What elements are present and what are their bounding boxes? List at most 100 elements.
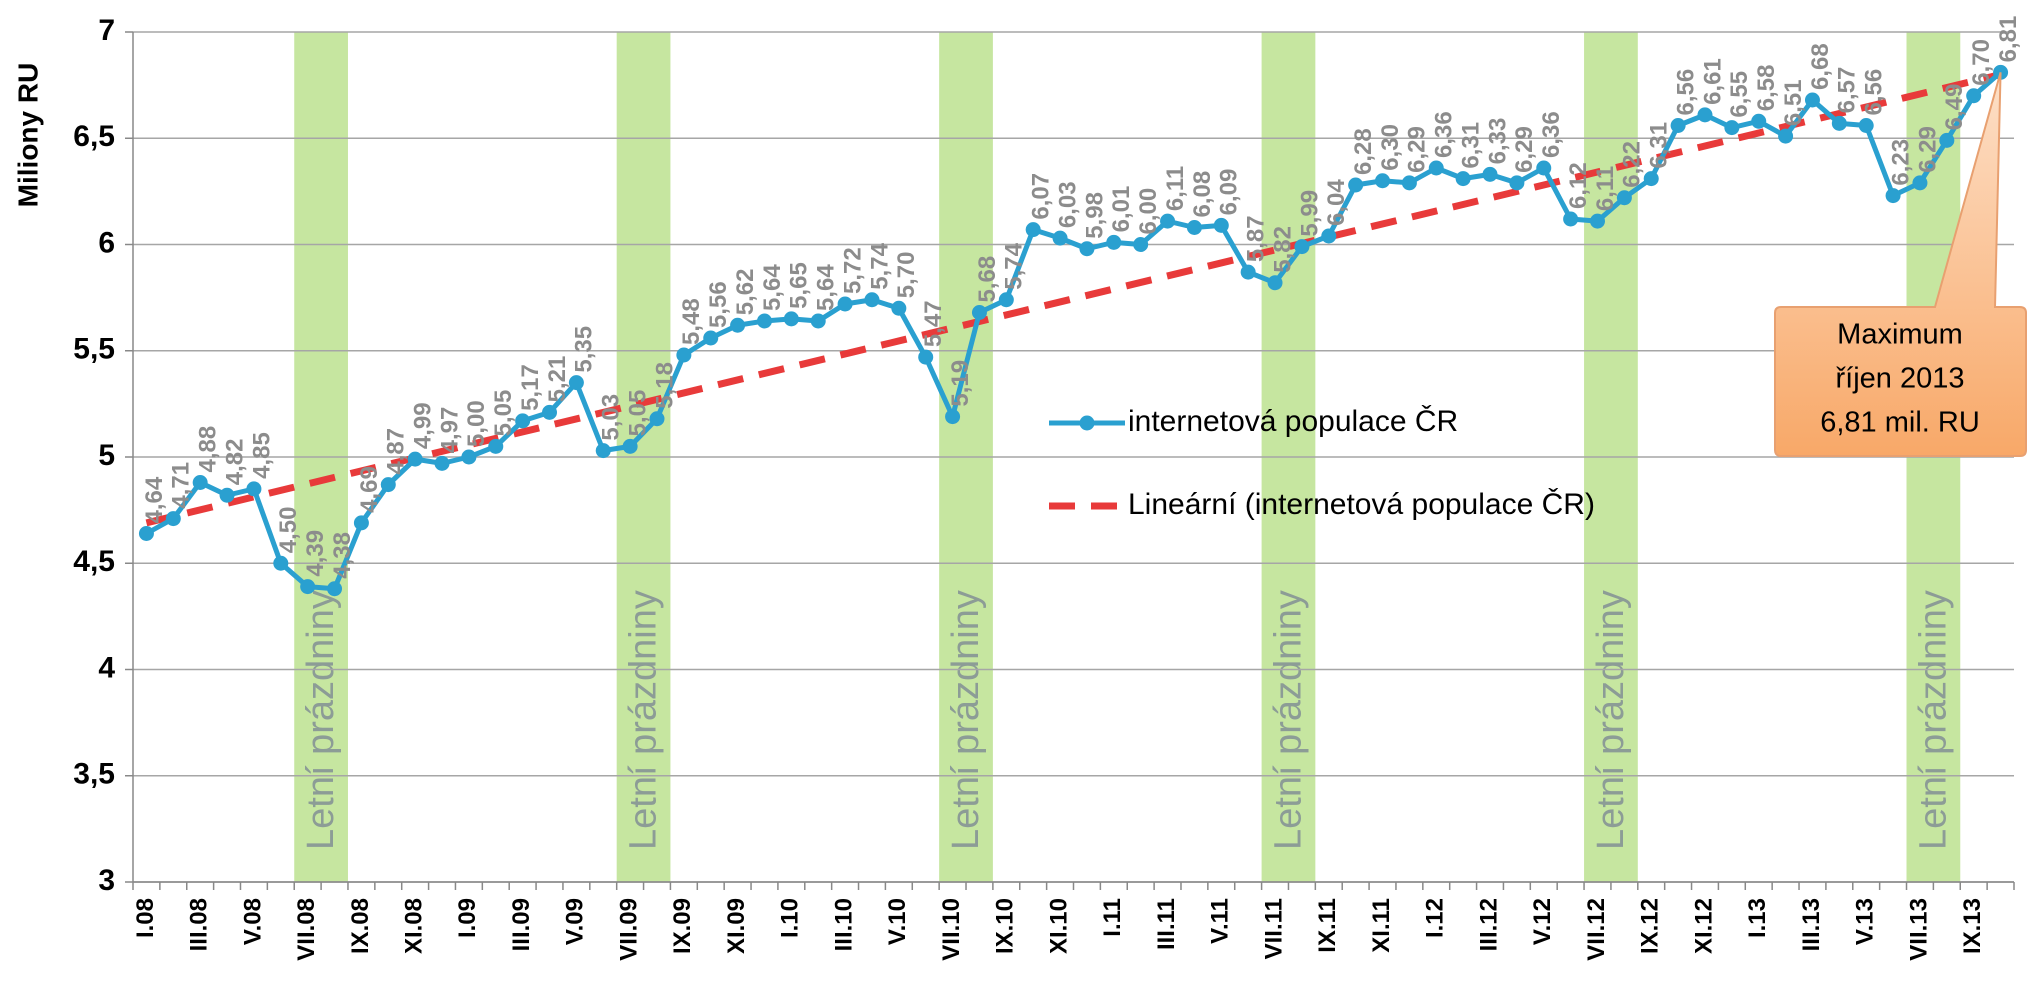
x-tick-label: VII.11: [1260, 898, 1287, 959]
data-label: 5,18: [651, 362, 678, 409]
data-point: [998, 292, 1014, 308]
data-label: 6,49: [1941, 84, 1968, 131]
data-point: [138, 526, 154, 541]
data-label: 5,68: [974, 256, 1001, 303]
data-label: 4,82: [221, 439, 248, 486]
data-point: [192, 475, 208, 490]
data-point: [1536, 160, 1552, 176]
data-point: [1724, 120, 1740, 136]
band-label: Letní prázdniny: [1912, 590, 1954, 850]
data-label: 6,56: [1861, 69, 1888, 116]
data-point: [1321, 228, 1337, 244]
x-tick-label: V.09: [562, 898, 589, 945]
data-point: [488, 438, 504, 454]
data-point: [1348, 177, 1364, 193]
x-tick-label: I.08: [132, 898, 159, 938]
data-label: 6,11: [1162, 166, 1189, 211]
data-point: [1643, 171, 1659, 187]
data-label: 6,36: [1538, 111, 1565, 158]
data-point: [165, 511, 181, 527]
x-tick-label: V.11: [1207, 898, 1234, 944]
data-label: 5,19: [947, 360, 974, 407]
data-point: [1160, 213, 1176, 229]
data-label: 6,22: [1619, 141, 1646, 188]
data-label: 6,23: [1887, 139, 1914, 186]
callout-text: říjen 2013: [1836, 363, 1965, 395]
data-point: [1052, 230, 1068, 246]
data-point: [1939, 132, 1955, 148]
data-point: [1375, 173, 1391, 189]
data-label: 6,00: [1135, 188, 1162, 235]
y-tick-label: 4: [98, 651, 115, 684]
data-label: 6,28: [1350, 128, 1377, 175]
data-point: [945, 409, 961, 425]
data-label: 4,85: [248, 432, 275, 479]
legend-marker: [1079, 415, 1095, 431]
x-tick-label: IX.12: [1637, 898, 1664, 954]
data-point: [1401, 175, 1417, 191]
data-point: [1213, 217, 1229, 233]
data-label: 6,57: [1834, 67, 1861, 114]
data-point: [730, 317, 746, 333]
band-label: Letní prázdniny: [1268, 590, 1310, 850]
x-tick-label: III.08: [186, 898, 213, 951]
data-label: 6,70: [1968, 39, 1995, 86]
data-label: 4,99: [409, 402, 436, 449]
y-tick-label: 6: [98, 226, 115, 259]
callout-box: [1774, 72, 2027, 457]
data-label: 6,01: [1108, 186, 1135, 233]
data-point: [1106, 234, 1122, 250]
data-point: [676, 347, 692, 363]
trendline: [145, 71, 2002, 527]
data-point: [1804, 92, 1820, 108]
data-point: [810, 313, 826, 329]
x-tick-label: I.09: [454, 898, 481, 938]
data-point: [971, 305, 987, 320]
data-point: [891, 300, 907, 316]
data-point: [1133, 237, 1149, 252]
data-point: [1482, 166, 1498, 182]
x-tick-label: I.13: [1744, 898, 1771, 938]
x-tick-label: I.11: [1099, 898, 1126, 937]
x-tick-label: XI.08: [400, 898, 427, 954]
x-tick-label: VII.09: [615, 898, 642, 961]
data-label: 6,56: [1672, 69, 1699, 116]
data-point: [649, 411, 665, 427]
data-label: 6,30: [1377, 124, 1404, 171]
data-point: [1589, 213, 1605, 229]
data-label: 5,74: [866, 242, 893, 289]
data-label: 5,62: [732, 269, 759, 316]
data-label: 6,58: [1753, 65, 1780, 112]
y-tick-label: 4,5: [73, 545, 115, 578]
data-label: 6,31: [1646, 122, 1673, 169]
x-tick-label: XI.12: [1690, 898, 1717, 954]
data-point: [407, 451, 423, 467]
data-label: 6,68: [1807, 43, 1834, 90]
data-label: 6,04: [1323, 179, 1350, 226]
data-label: 6,08: [1189, 171, 1216, 218]
data-point: [246, 481, 262, 497]
x-tick-label: III.12: [1475, 898, 1502, 951]
data-label: 6,12: [1565, 162, 1592, 209]
x-tick-label: IX.09: [669, 898, 696, 954]
y-axis-label: Miliony RU: [12, 63, 43, 208]
data-label: 4,88: [195, 426, 222, 473]
data-label: 6,11: [1592, 166, 1619, 211]
data-point: [1563, 211, 1579, 227]
data-label: 6,55: [1726, 71, 1753, 118]
data-label: 5,65: [786, 262, 813, 309]
y-tick-label: 5: [98, 439, 115, 472]
data-point: [434, 455, 450, 471]
data-point: [1966, 88, 1982, 104]
data-point: [327, 581, 343, 597]
series-line: [145, 70, 2003, 592]
data-point: [515, 413, 531, 429]
data-point: [756, 313, 772, 329]
data-label: 5,05: [624, 390, 651, 437]
data-label: 5,74: [1001, 242, 1028, 289]
callout-text: 6,81 mil. RU: [1820, 407, 1980, 439]
data-point: [595, 443, 611, 459]
data-point: [461, 449, 477, 465]
x-tick-label: XI.10: [1045, 898, 1072, 954]
